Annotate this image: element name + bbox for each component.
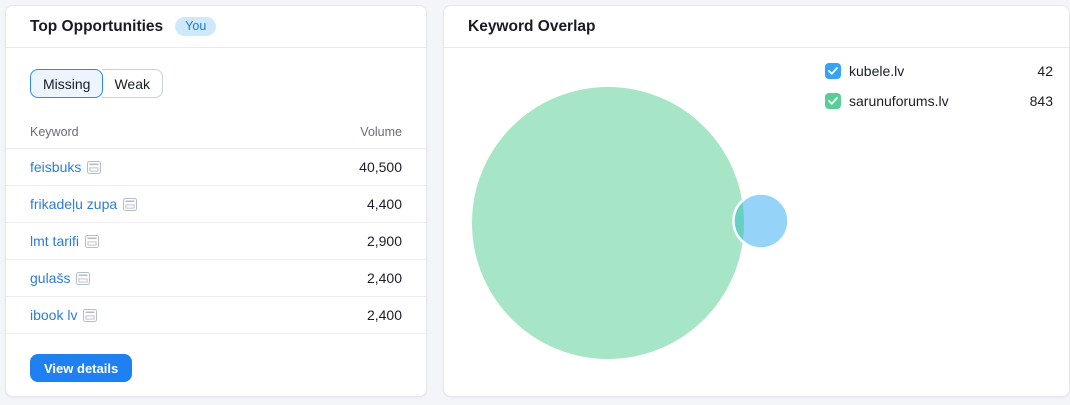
volume-value: 2,400 (366, 270, 402, 286)
tab-missing[interactable]: Missing (30, 69, 104, 98)
volume-value: 40,500 (359, 159, 402, 175)
keyword-link[interactable]: feisbuks (30, 159, 102, 175)
keyword-link[interactable]: gulašs (30, 270, 91, 286)
volume-value: 4,400 (366, 196, 402, 212)
keyword-text: feisbuks (30, 159, 82, 175)
card-footer: View details (6, 334, 426, 382)
venn-diagram (472, 87, 790, 359)
view-details-button[interactable]: View details (30, 354, 133, 382)
legend-label: kubele.lv (849, 63, 905, 79)
check-icon (828, 97, 838, 105)
volume-value: 2,900 (366, 233, 402, 249)
top-opportunities-header: Top Opportunities You (6, 6, 426, 48)
legend-row-sarunuforums: sarunuforums.lv 843 (825, 91, 1053, 111)
checkbox-kubele[interactable] (825, 63, 841, 79)
keyword-link[interactable]: frikadeļu zupa (30, 196, 138, 212)
table-row: ibook lv 2,400 (6, 297, 426, 334)
serp-feature-icon (83, 308, 98, 322)
venn-circle-kubele-outline (732, 192, 790, 250)
table-row: lmt tarifi 2,900 (6, 223, 426, 260)
keyword-text: ibook lv (30, 307, 78, 323)
table-header-row: Keyword Volume (6, 125, 426, 149)
table-row: frikadeļu zupa 4,400 (6, 186, 426, 223)
keyword-link[interactable]: lmt tarifi (30, 233, 99, 249)
volume-value: 2,400 (366, 307, 402, 323)
keyword-column-header: Keyword (30, 125, 79, 139)
keyword-text: lmt tarifi (30, 233, 79, 249)
missing-weak-toggle: Missing Weak (30, 69, 164, 98)
venn-circle-sarunuforums (472, 87, 744, 359)
top-opportunities-title: Top Opportunities (30, 17, 164, 35)
keyword-overlap-card: Keyword Overlap kubele.lv 42 (443, 5, 1070, 397)
venn-circle-kubele (733, 193, 789, 249)
check-icon (828, 67, 838, 75)
venn-chart-area: kubele.lv 42 sarunuforums.lv 843 (444, 48, 1069, 396)
legend-label: sarunuforums.lv (849, 93, 949, 109)
serp-feature-icon (123, 197, 138, 211)
keyword-link[interactable]: ibook lv (30, 307, 98, 323)
table-row: feisbuks 40,500 (6, 149, 426, 186)
table-row: gulašs 2,400 (6, 260, 426, 297)
tab-weak[interactable]: Weak (102, 69, 164, 98)
volume-column-header: Volume (360, 125, 402, 139)
serp-feature-icon (76, 271, 91, 285)
keyword-overlap-header: Keyword Overlap (444, 6, 1069, 48)
legend-row-kubele: kubele.lv 42 (825, 61, 1053, 81)
serp-feature-icon (87, 160, 102, 174)
legend-value: 843 (1029, 93, 1053, 109)
keyword-text: gulašs (30, 270, 71, 286)
keywords-table: feisbuks 40,500 frikadeļu zupa 4,400 (6, 149, 426, 334)
venn-legend: kubele.lv 42 sarunuforums.lv 843 (825, 61, 1053, 121)
top-opportunities-card: Top Opportunities You Missing Weak Keywo… (5, 5, 427, 397)
legend-value: 42 (1037, 63, 1053, 79)
checkbox-sarunuforums[interactable] (825, 93, 841, 109)
keyword-overlap-title: Keyword Overlap (468, 17, 596, 35)
serp-feature-icon (85, 234, 99, 248)
you-badge: You (175, 17, 217, 36)
keyword-text: frikadeļu zupa (30, 196, 118, 212)
